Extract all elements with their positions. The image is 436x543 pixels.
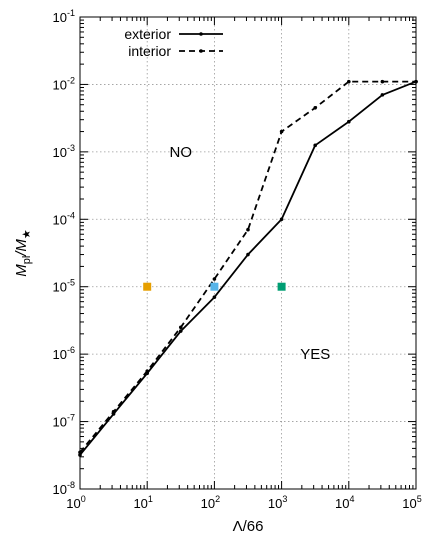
marker-layer [143,282,286,291]
data-point-exterior [246,252,250,257]
y-tick-label: 10-3 [53,143,75,160]
x-tick-label: 104 [335,494,354,511]
x-tick-label: 103 [268,494,287,511]
y-tick-label: 10-1 [53,8,75,25]
data-point-exterior [279,217,284,222]
annotation-layer: NO YES [170,144,331,363]
data-point-interior [111,409,116,414]
legend-label-interior: interior [128,43,171,59]
data-point-interior [178,325,183,330]
x-tick-label: 105 [402,494,421,511]
square-marker-1 [143,282,152,291]
series-layer [78,79,418,457]
series-line-interior [79,80,416,453]
data-point-interior [246,227,250,232]
data-point-exterior [212,295,217,299]
y-tick-label: 10-8 [53,480,75,497]
plot-frame [79,16,417,490]
x-tick-label: 102 [201,494,220,511]
data-point-interior [313,106,317,110]
square-marker-2 [210,282,219,291]
x-tick-label: 100 [66,494,85,511]
data-point-exterior [178,329,183,333]
data-point-interior [347,79,351,84]
legend-point-exterior [199,32,203,36]
region-label-yes: YES [300,346,330,363]
x-axis-label: Λ/66 [233,518,264,535]
grid-layer [80,17,416,489]
y-tick-label: 10-5 [53,278,75,295]
legend-point-interior [199,49,203,53]
series-line-exterior [79,80,417,456]
data-point-exterior [347,119,351,124]
data-point-exterior [313,143,317,148]
y-tick-label: 10-7 [53,413,75,430]
y-tick-label: 10-4 [53,210,75,227]
y-axis-label: Mpl/M★ [13,229,33,277]
region-label-no: NO [170,144,193,161]
x-tick-label: 101 [133,494,152,511]
y-tick-label: 10-2 [53,75,75,92]
data-point-exterior [380,93,385,97]
data-point-interior [145,369,149,373]
data-point-interior [279,129,284,134]
tick-layer: 100 101 102 103 104 105 10-8 10-7 10-6 10-5 10-4 10… [53,8,422,511]
data-point-interior [380,79,385,84]
data-point-interior [212,277,217,281]
legend-label-exterior: exterior [124,26,171,42]
y-tick-label: 10-6 [53,345,75,362]
square-marker-3 [277,282,286,291]
